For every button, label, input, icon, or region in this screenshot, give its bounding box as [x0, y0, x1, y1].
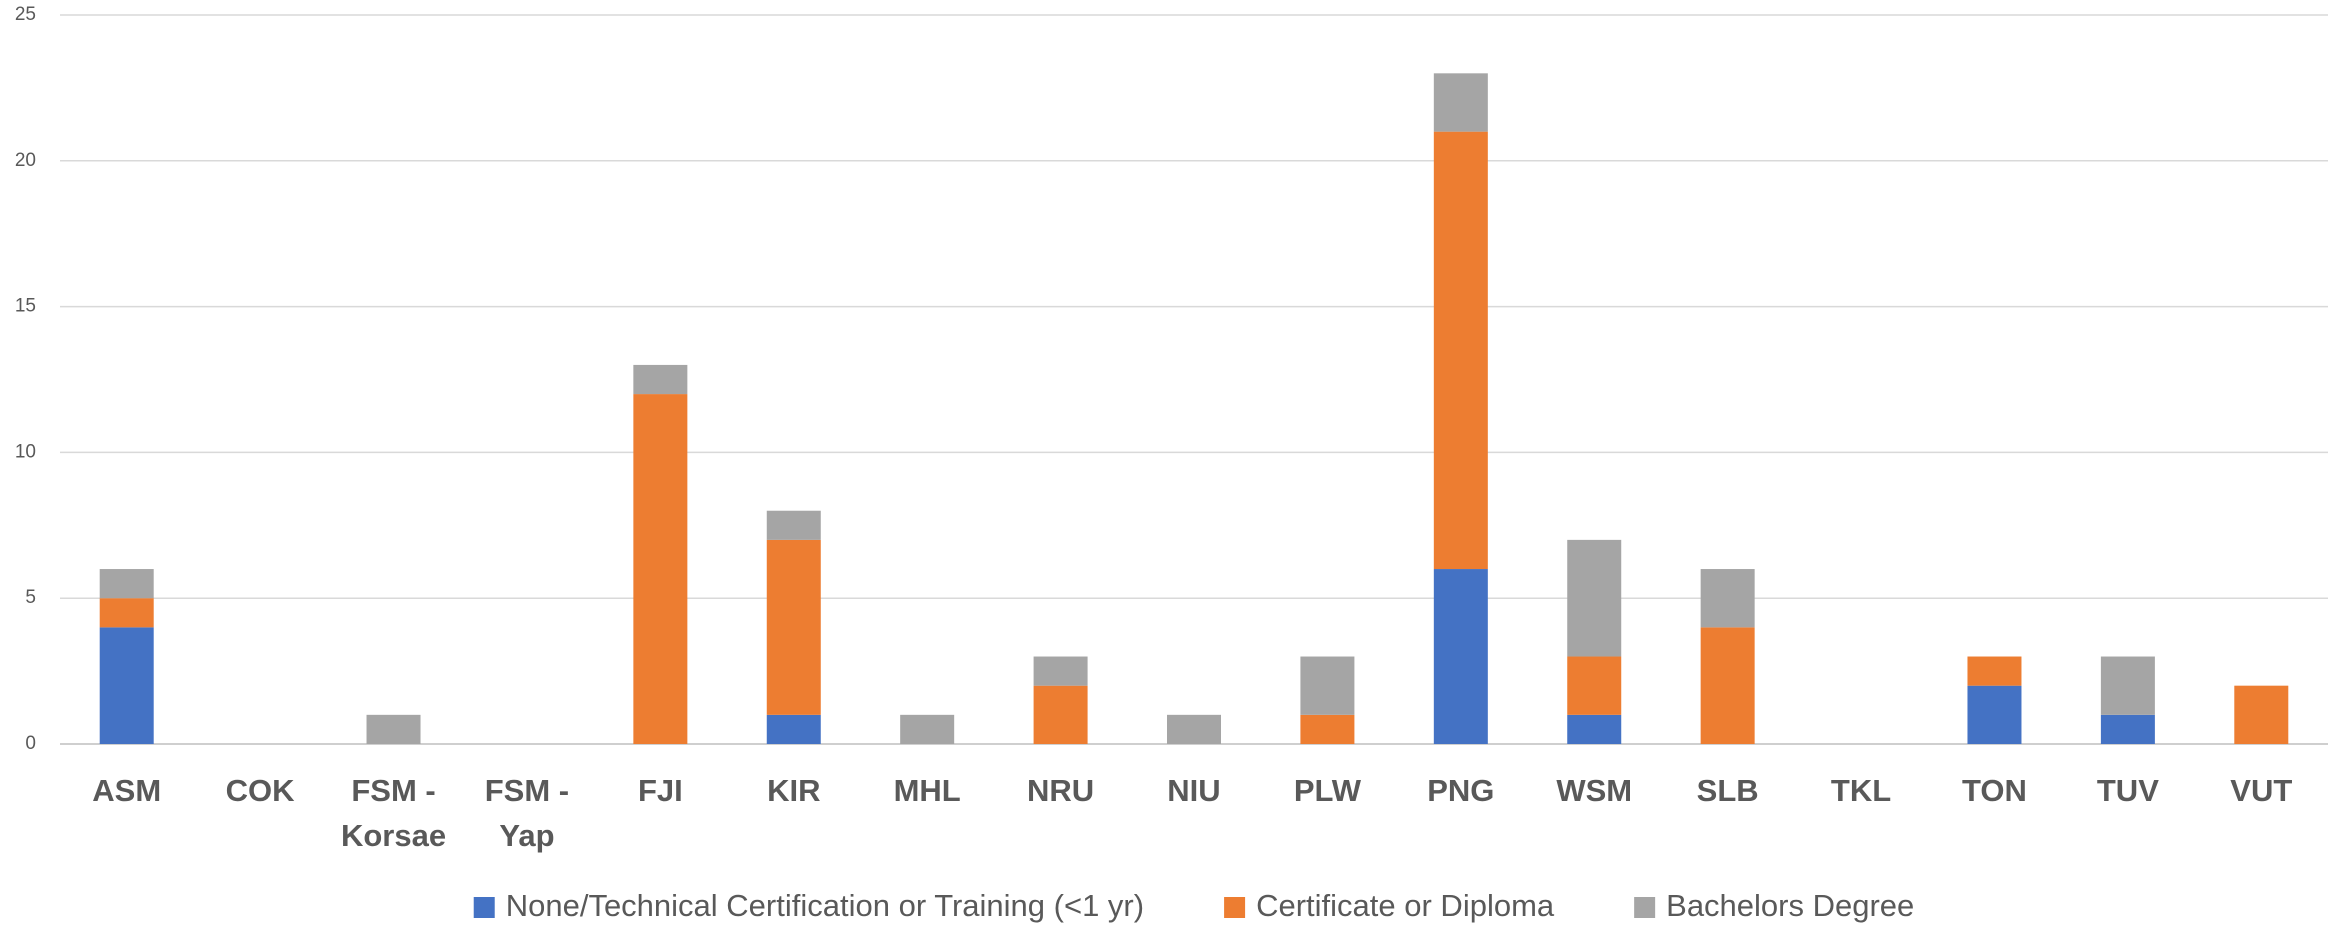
y-tick-label: 10 [15, 441, 36, 462]
y-tick-label: 5 [25, 587, 36, 608]
bar-segment [99, 598, 154, 628]
x-tick-label: TUV [2097, 773, 2159, 808]
bar-segment [1967, 656, 2022, 686]
bar-segment [633, 364, 688, 395]
bar-segment [900, 714, 955, 744]
bar-segment [1300, 656, 1355, 715]
x-tick-label: SLB [1697, 773, 1759, 808]
legend-swatch [1224, 897, 1246, 918]
bar-segment [2100, 714, 2155, 744]
bar-segment [1567, 714, 1622, 744]
bar-segment [1167, 714, 1221, 744]
y-tick-label: 0 [25, 733, 36, 754]
bar-segment [1700, 569, 1755, 628]
bar-segment [766, 539, 821, 715]
x-tick-label: FSM -Korsae [341, 773, 446, 853]
legend-swatch [1634, 897, 1656, 918]
bar-segment [1433, 131, 1488, 570]
x-tick-label: TON [1962, 773, 2027, 808]
bar-segment [1967, 685, 2022, 744]
x-tick-label: KIR [767, 773, 820, 808]
x-tick-label: NIU [1167, 773, 1220, 808]
x-tick-label: ASM [92, 773, 161, 808]
bar-segment [1300, 714, 1355, 744]
legend-swatch [473, 897, 495, 918]
x-tick-label: WSM [1556, 773, 1632, 808]
y-tick-label: 25 [15, 4, 36, 25]
x-tick-label: PLW [1294, 773, 1362, 808]
bar-segment [1567, 539, 1622, 657]
y-tick-label: 15 [15, 296, 36, 317]
legend: None/Technical Certification or Training… [473, 888, 1914, 923]
bar-segment [1033, 685, 1088, 744]
bar-segment [2100, 656, 2155, 715]
x-tick-label: VUT [2230, 773, 2292, 808]
x-tick-label: NRU [1027, 773, 1094, 808]
bar-segment [1567, 656, 1622, 715]
bar-segment [1033, 656, 1088, 686]
x-tick-label: TKL [1831, 773, 1891, 808]
x-tick-label: COK [226, 773, 296, 808]
legend-label: Certificate or Diploma [1256, 888, 1555, 923]
bar-segment [99, 627, 154, 744]
bar-segment [2234, 685, 2289, 744]
legend-label: Bachelors Degree [1666, 888, 1914, 923]
x-tick-label: FSM -Yap [485, 773, 569, 853]
bar-segment [99, 569, 154, 599]
bar-segment [1433, 569, 1488, 744]
x-tick-label: MHL [894, 773, 961, 808]
bar-segment [766, 510, 821, 540]
x-tick-label: PNG [1427, 773, 1494, 808]
y-tick-label: 20 [15, 150, 36, 171]
x-tick-label: FJI [638, 773, 683, 808]
bar-segment [633, 394, 688, 744]
bar-segment [1700, 627, 1755, 744]
legend-label: None/Technical Certification or Training… [506, 888, 1144, 923]
bar-segment [366, 714, 421, 744]
bar-segment [766, 714, 821, 744]
bar-segment [1433, 73, 1488, 132]
